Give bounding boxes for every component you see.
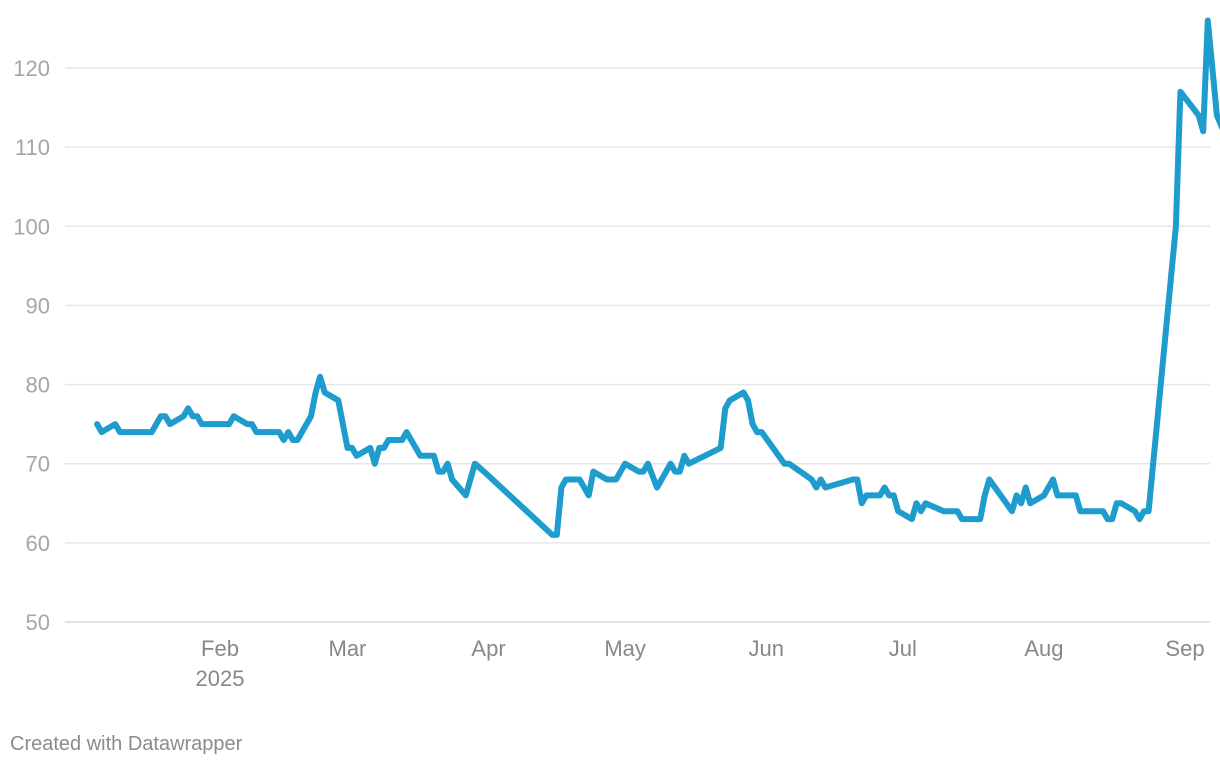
x-tick-label: Jun [748,636,783,661]
series-line-0 [94,17,1220,538]
y-tick-label: 100 [13,214,50,239]
y-tick-label: 70 [26,452,50,477]
x-tick-label: Feb [201,636,239,661]
x-axis: Feb 2025 Mar Apr May Jun Jul Aug Sep [196,636,1205,691]
x-tick-label: Mar [329,636,367,661]
y-tick-label: 110 [15,135,50,160]
y-tick-label: 60 [26,531,50,556]
x-tick-label: Jul [889,636,917,661]
x-tick-label: Sep [1165,636,1204,661]
y-tick-label: 50 [26,610,50,635]
x-tick-label: Aug [1024,636,1063,661]
x-tick-label: May [604,636,646,661]
y-tick-label: 80 [26,373,50,398]
x-tick-sublabel: 2025 [196,666,245,691]
series-layer [94,17,1220,538]
line-chart: 50 60 70 80 90 100 110 120 Feb 2025 Mar Apr May Jun J… [13,17,1220,691]
gridlines [65,67,1210,623]
y-tick-label: 90 [26,293,50,318]
x-tick-label: Apr [471,636,505,661]
y-axis: 50 60 70 80 90 100 110 120 [13,56,50,635]
credit-text: Created with Datawrapper [10,733,243,755]
y-tick-label: 120 [13,56,50,81]
